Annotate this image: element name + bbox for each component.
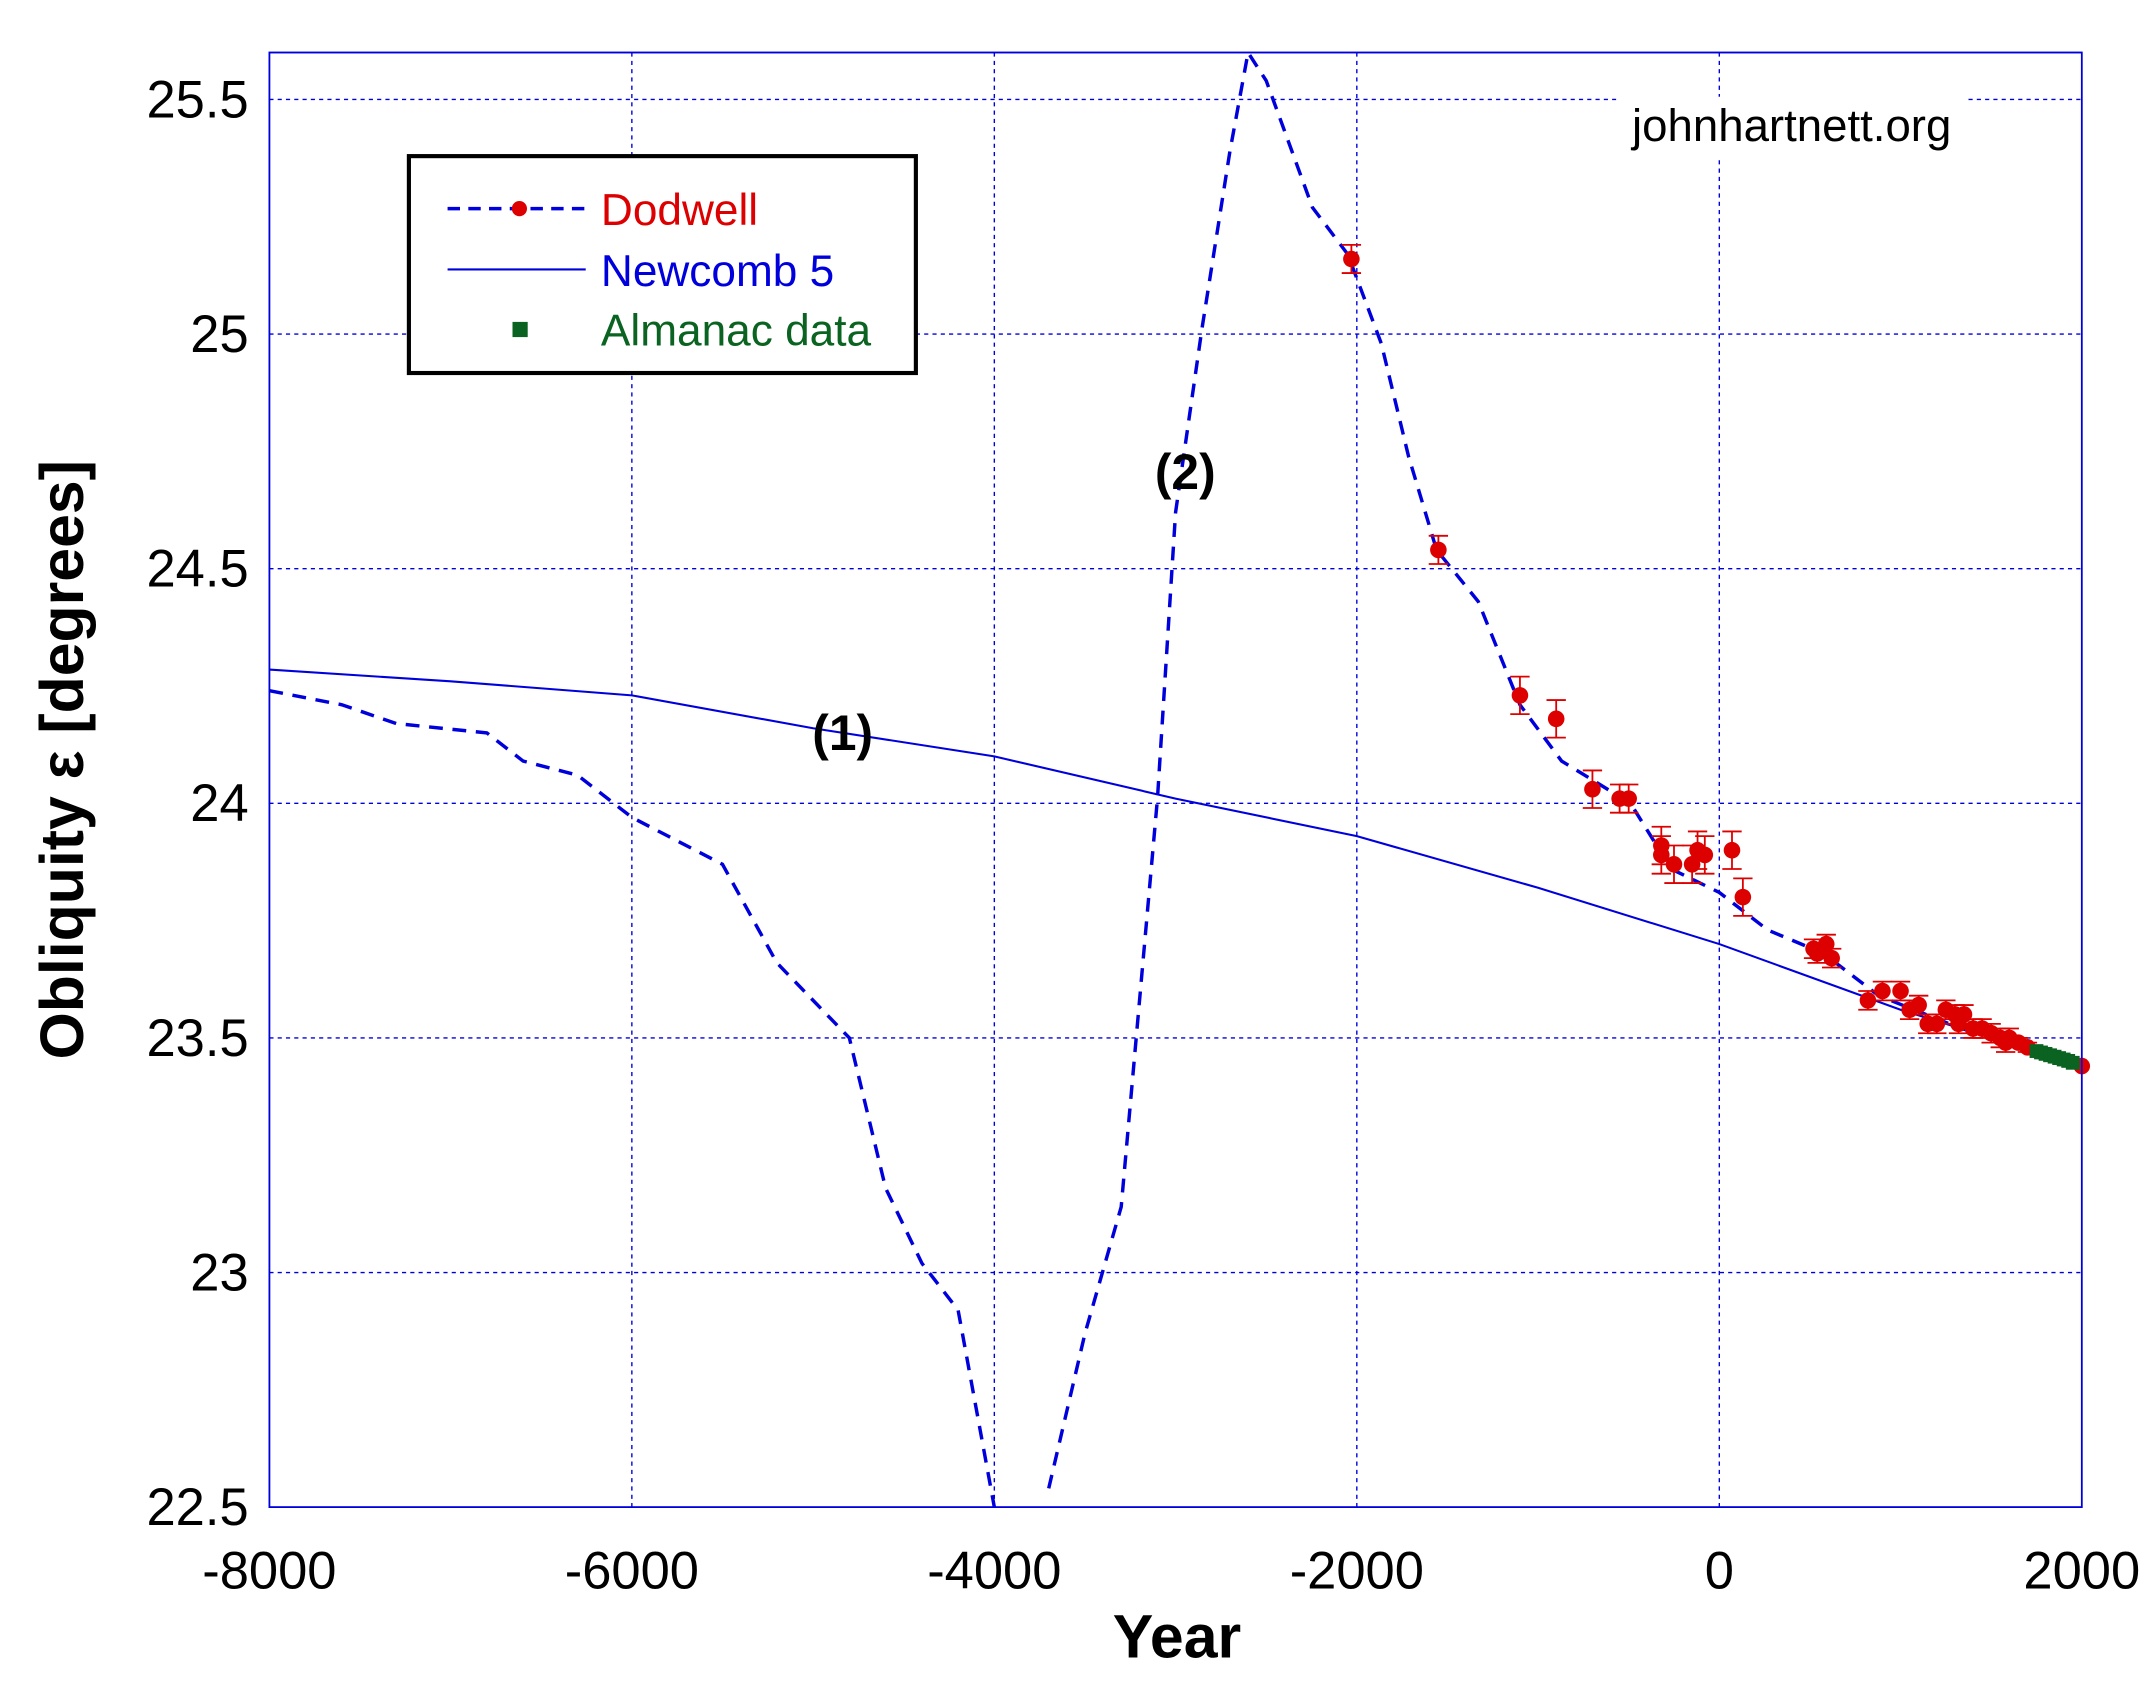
dodwell-point — [1430, 541, 1447, 559]
legend: Dodwell Newcomb 5 Almanac data — [406, 154, 918, 376]
almanac-point — [2065, 1055, 2080, 1070]
dodwell-point — [1928, 1015, 1946, 1033]
dodwell-point — [1910, 996, 1927, 1014]
x-tick-label: -6000 — [565, 1542, 699, 1601]
y-tick-label: 24.5 — [146, 540, 248, 599]
plot-frame — [268, 51, 2083, 1508]
dodwell-point — [1584, 780, 1601, 798]
dodwell-point — [1665, 856, 1683, 873]
y-tick-label: 23.5 — [146, 1009, 248, 1068]
dodwell-point — [1723, 841, 1741, 859]
watermark: johnhartnett.org — [1630, 100, 1951, 151]
x-tick-label: -2000 — [1290, 1542, 1424, 1601]
dodwell-point — [1696, 846, 1714, 864]
dodwell-point — [1511, 687, 1529, 704]
legend-dodwell-label: Dodwell — [601, 186, 758, 235]
x-tick-label: 2000 — [2023, 1542, 2140, 1601]
watermark-bg — [1616, 96, 1969, 159]
dodwell-point — [1859, 992, 1877, 1009]
y-tick-label: 25 — [190, 305, 248, 364]
legend-dodwell-marker — [511, 201, 528, 217]
dodwell-point — [1823, 949, 1840, 967]
dodwell-point — [1343, 250, 1360, 268]
newcomb-curve — [269, 668, 2083, 1068]
legend-almanac-label: Almanac data — [601, 306, 872, 355]
dodwell-point — [1892, 982, 1909, 1000]
y-tick-label: 23 — [190, 1243, 248, 1302]
y-tick-label: 25.5 — [146, 70, 248, 129]
dodwell-point — [1874, 982, 1891, 1000]
x-tick-label: -8000 — [202, 1542, 336, 1601]
annotation-2: (2) — [1155, 444, 1216, 500]
y-tick-label: 24 — [190, 774, 248, 833]
dodwell-point — [1955, 1006, 1973, 1023]
y-tick-label: 22.5 — [146, 1478, 248, 1537]
series-layer — [269, 47, 2091, 1508]
dodwell-point — [1653, 846, 1670, 864]
ticks: -8000 -6000 -4000 -2000 0 2000 22.5 23 23.5 24 24.… — [146, 70, 2140, 1600]
dodwell-point — [1620, 790, 1637, 807]
dodwell-point — [1734, 888, 1752, 906]
legend-newcomb-label: Newcomb 5 — [601, 247, 834, 296]
dodwell-point — [1547, 710, 1565, 728]
annotation-1: (1) — [812, 705, 873, 761]
x-tick-label: -4000 — [927, 1542, 1061, 1601]
legend-almanac-marker — [512, 321, 528, 338]
x-axis-label: Year — [1113, 1603, 1241, 1671]
x-tick-label: 0 — [1705, 1542, 1734, 1601]
y-axis-label: Obliquity ε [degrees] — [28, 460, 96, 1059]
legend-box — [406, 154, 918, 376]
